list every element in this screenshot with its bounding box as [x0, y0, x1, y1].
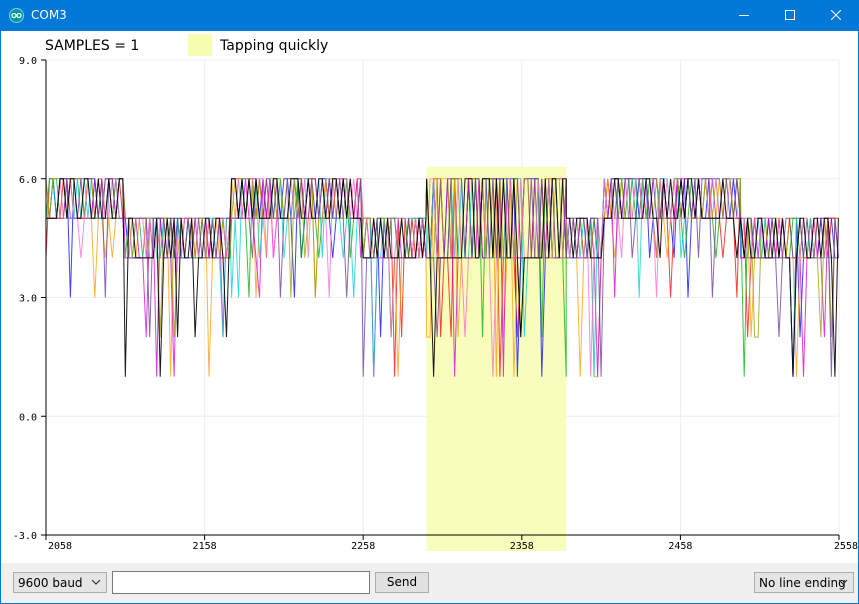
y-axis-ticks: 9.0 6.0 3.0 0.0 -3.0 [13, 56, 46, 542]
legend-series-label: Tapping quickly [219, 38, 328, 54]
maximize-button[interactable] [767, 0, 813, 31]
close-icon [831, 10, 841, 20]
y-tick-label: 0.0 [19, 412, 37, 423]
x-tick-label: 2358 [510, 541, 534, 552]
x-tick-label: 2458 [668, 541, 692, 552]
window-title: COM3 [31, 8, 67, 22]
x-tick-label: 2558 [834, 541, 858, 552]
y-tick-label: 9.0 [19, 56, 37, 67]
x-tick-label: 2158 [193, 541, 217, 552]
send-button[interactable]: Send [375, 572, 429, 593]
chevron-down-icon [838, 579, 848, 585]
minimize-button[interactable] [721, 0, 767, 31]
close-button[interactable] [813, 0, 859, 31]
baud-rate-value: 9600 baud [18, 576, 83, 590]
bottom-toolbar: 9600 baud Send No line ending [0, 563, 859, 604]
chevron-down-icon [91, 579, 101, 585]
arduino-icon [9, 8, 24, 23]
y-tick-label: 3.0 [19, 294, 37, 305]
maximize-icon [785, 10, 795, 20]
y-tick-label: -3.0 [13, 531, 37, 542]
x-tick-label: 2258 [351, 541, 375, 552]
samples-label: SAMPLES = 1 [45, 38, 139, 54]
title-bar: COM3 [0, 0, 859, 31]
minimize-icon [739, 15, 749, 16]
trace-line [46, 178, 839, 377]
serial-send-input[interactable] [112, 571, 370, 594]
x-tick-label: 2058 [48, 541, 72, 552]
line-ending-value: No line ending [759, 576, 846, 590]
legend-swatch [188, 34, 212, 56]
y-tick-label: 6.0 [19, 175, 37, 186]
serial-plot-chart: 9.0 6.0 3.0 0.0 -3.0 2058 2158 2258 2358 2458 255… [13, 34, 858, 552]
line-ending-select[interactable]: No line ending [754, 572, 854, 593]
x-axis-ticks: 2058 2158 2258 2358 2458 2558 [45, 535, 858, 552]
baud-rate-select[interactable]: 9600 baud [13, 572, 107, 593]
plot-traces [45, 178, 839, 378]
serial-plotter-area: 9.0 6.0 3.0 0.0 -3.0 2058 2158 2258 2358 2458 255… [0, 31, 859, 563]
